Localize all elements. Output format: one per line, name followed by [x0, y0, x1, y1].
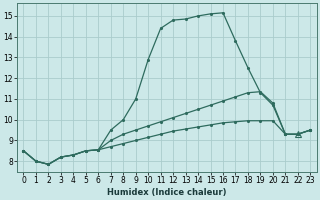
X-axis label: Humidex (Indice chaleur): Humidex (Indice chaleur)	[107, 188, 227, 197]
